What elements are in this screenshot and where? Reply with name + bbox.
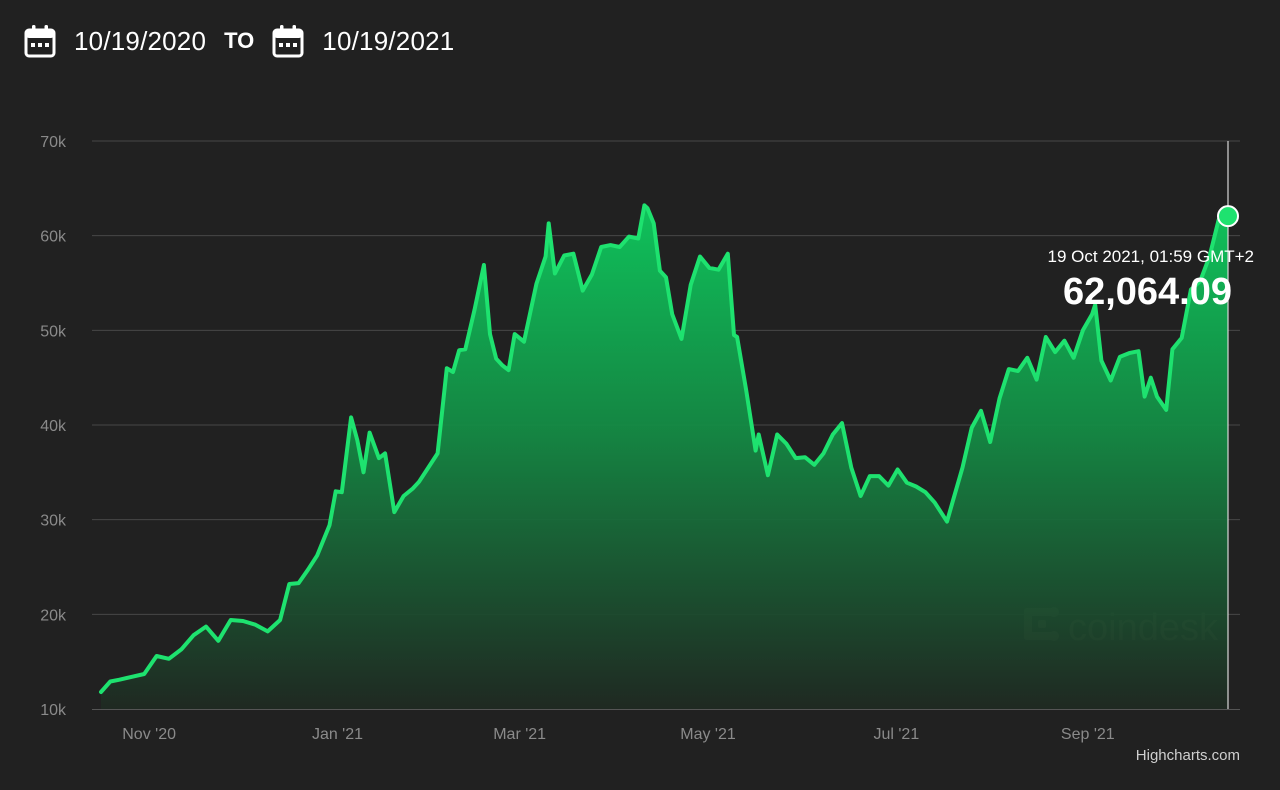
tooltip-date: 19 Oct 2021, 01:59 GMT+2 <box>1048 247 1254 266</box>
calendar-icon[interactable] <box>272 24 304 58</box>
start-date-input[interactable]: 10/19/2020 <box>74 25 207 56</box>
x-axis: Nov '20 Jan '21 Mar '21 May '21 Jul '21 Sep '… <box>122 726 1115 743</box>
y-tick-label: 40k <box>40 418 67 435</box>
x-tick-label: Mar '21 <box>493 726 546 743</box>
y-axis: 10k 20k 30k 40k 50k 60k 70k <box>40 134 67 719</box>
y-tick-label: 20k <box>40 607 67 624</box>
tooltip-value: 62,064.09 <box>1063 271 1232 313</box>
date-range-bar: 10/19/2020 TO 10/19/2021 <box>24 18 454 64</box>
credits-link[interactable]: Highcharts.com <box>1136 747 1240 764</box>
x-tick-label: Sep '21 <box>1061 726 1115 743</box>
y-tick-label: 30k <box>40 513 67 530</box>
y-tick-label: 60k <box>40 229 67 246</box>
date-separator-label: TO <box>224 28 255 53</box>
price-area <box>101 205 1228 709</box>
y-tick-label: 70k <box>40 134 67 151</box>
x-tick-label: Jan '21 <box>312 726 363 743</box>
x-tick-label: May '21 <box>680 726 736 743</box>
y-tick-label: 10k <box>40 702 67 719</box>
price-line <box>99 203 1230 694</box>
end-date-input[interactable]: 10/19/2021 <box>322 25 455 56</box>
highlight-point[interactable] <box>1217 205 1239 228</box>
y-tick-label: 50k <box>40 323 67 340</box>
calendar-icon[interactable] <box>24 24 56 58</box>
x-tick-label: Jul '21 <box>873 726 919 743</box>
x-tick-label: Nov '20 <box>122 726 176 743</box>
